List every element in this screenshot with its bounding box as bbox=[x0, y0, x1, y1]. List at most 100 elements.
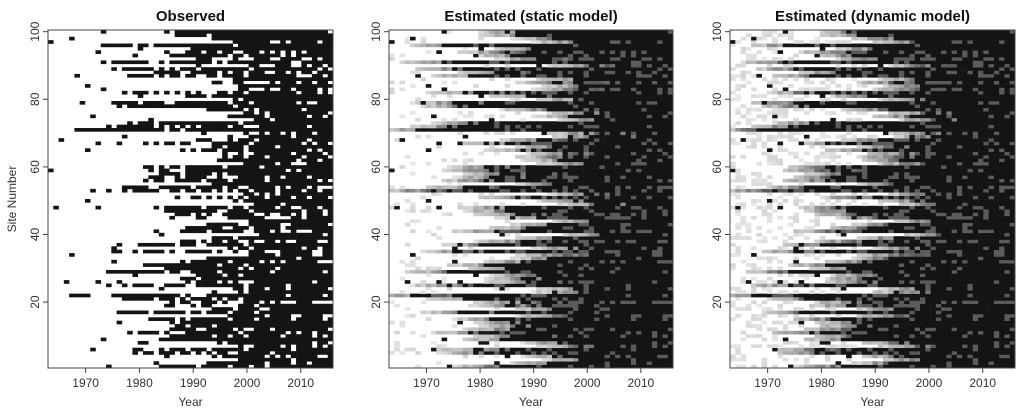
heat-cell bbox=[290, 337, 297, 342]
heat-cell bbox=[127, 121, 133, 125]
heat-cell bbox=[520, 236, 527, 240]
heat-cell bbox=[499, 300, 505, 305]
heat-cell bbox=[457, 283, 463, 288]
heat-cell bbox=[441, 351, 448, 355]
heat-cell bbox=[301, 354, 307, 359]
heat-cell bbox=[562, 340, 569, 345]
heat-cell bbox=[253, 219, 260, 223]
heat-cell bbox=[216, 33, 223, 38]
heat-cell bbox=[301, 340, 307, 345]
heat-cell bbox=[227, 171, 234, 176]
heat-cell bbox=[259, 107, 265, 112]
heat-cell bbox=[69, 253, 75, 257]
heat-cell bbox=[253, 324, 260, 328]
heat-cell bbox=[259, 43, 265, 48]
heat-cell bbox=[211, 94, 218, 98]
heat-cell bbox=[657, 182, 663, 186]
heat-cell bbox=[609, 276, 616, 281]
heat-cell bbox=[641, 307, 647, 311]
heat-cell bbox=[290, 253, 297, 257]
heat-cell bbox=[269, 80, 276, 85]
heat-cell bbox=[657, 178, 663, 183]
heat-cell bbox=[573, 313, 579, 318]
heat-cell bbox=[238, 347, 244, 352]
heat-cell bbox=[153, 188, 160, 193]
heat-cell bbox=[259, 276, 265, 281]
heat-cell bbox=[253, 351, 260, 355]
heat-cell bbox=[185, 364, 191, 369]
heat-cell bbox=[620, 286, 626, 291]
heat-cell bbox=[222, 107, 228, 112]
heat-cell bbox=[274, 330, 281, 335]
heat-cell bbox=[296, 107, 302, 112]
heat-cell bbox=[615, 320, 621, 325]
heat-cell bbox=[322, 148, 329, 152]
heat-cell bbox=[296, 347, 302, 352]
heat-cell bbox=[216, 222, 223, 227]
heat-cell bbox=[195, 90, 202, 95]
heat-cell bbox=[651, 195, 658, 200]
heat-cell bbox=[243, 192, 249, 196]
heat-cell bbox=[290, 340, 297, 345]
heat-cell bbox=[599, 155, 605, 159]
heat-cell bbox=[174, 43, 181, 48]
heat-cell bbox=[509, 361, 516, 365]
heat-cell bbox=[238, 364, 244, 369]
heat-cell bbox=[646, 280, 653, 284]
heat-cell bbox=[651, 276, 658, 281]
heat-cell bbox=[232, 259, 239, 264]
heat-cell bbox=[620, 293, 626, 298]
heat-cell bbox=[609, 236, 616, 240]
heat-cell bbox=[232, 90, 239, 95]
heat-cell bbox=[243, 300, 249, 305]
heat-cell bbox=[274, 347, 281, 352]
heat-cell bbox=[301, 80, 307, 85]
heat-cell bbox=[641, 151, 647, 156]
heat-cell bbox=[269, 30, 276, 34]
heat-cell bbox=[121, 188, 128, 193]
heat-cell bbox=[573, 256, 579, 261]
heat-cell bbox=[546, 266, 553, 271]
heat-cell bbox=[657, 364, 663, 369]
heat-cell bbox=[452, 330, 458, 335]
heat-cell bbox=[515, 148, 521, 152]
heat-cell bbox=[190, 178, 197, 183]
heat-cell bbox=[599, 340, 605, 345]
heat-cell bbox=[630, 195, 637, 200]
heat-cell bbox=[211, 178, 218, 183]
heat-cell bbox=[296, 94, 302, 98]
heat-cell bbox=[206, 259, 212, 264]
heat-cell bbox=[264, 290, 270, 294]
heat-cell bbox=[264, 188, 270, 193]
heat-cell bbox=[280, 138, 286, 142]
heat-cell bbox=[311, 222, 318, 227]
heat-cell bbox=[148, 263, 154, 267]
heat-cell bbox=[253, 273, 260, 278]
heat-cell bbox=[594, 212, 600, 217]
heat-cell bbox=[588, 297, 595, 301]
heat-cell bbox=[227, 330, 234, 335]
heat-cell bbox=[190, 317, 197, 321]
heat-cell bbox=[620, 334, 626, 338]
heat-cell bbox=[211, 266, 218, 271]
heat-cell bbox=[609, 155, 616, 159]
heat-cell bbox=[216, 229, 223, 234]
heat-cell bbox=[296, 286, 302, 291]
heat-cell bbox=[546, 246, 553, 250]
heat-cell bbox=[311, 63, 318, 68]
heat-cell bbox=[646, 178, 653, 183]
heat-cell bbox=[541, 347, 548, 352]
heat-cell bbox=[609, 222, 616, 227]
heat-cell bbox=[667, 148, 674, 152]
heat-cell bbox=[552, 340, 558, 345]
heat-cell bbox=[636, 158, 642, 163]
heat-cell bbox=[562, 357, 569, 362]
heat-cell bbox=[211, 70, 218, 75]
heat-cell bbox=[290, 192, 297, 196]
heat-cell bbox=[436, 293, 442, 298]
heat-cell bbox=[264, 357, 270, 362]
heat-cell bbox=[630, 327, 637, 332]
heat-cell bbox=[259, 104, 265, 109]
heat-cell bbox=[483, 324, 490, 328]
heat-cell bbox=[604, 249, 611, 254]
